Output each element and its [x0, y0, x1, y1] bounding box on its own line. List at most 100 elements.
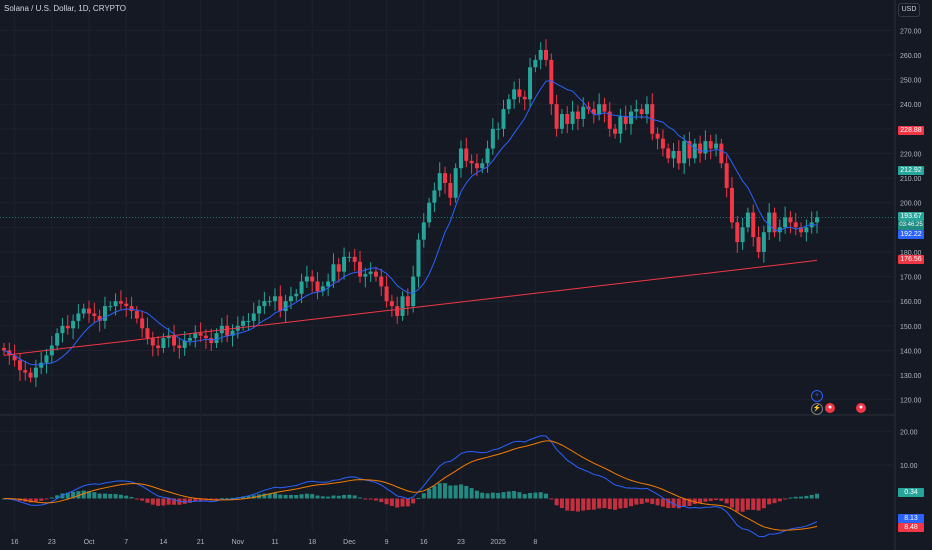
macd-hist-bar — [751, 498, 756, 510]
macd-hist-bar — [549, 498, 554, 500]
macd-hist-bar — [533, 492, 538, 499]
candle-body — [262, 301, 267, 307]
candle-body — [145, 328, 150, 339]
candle-body — [198, 333, 203, 336]
macd-hist-bar — [251, 495, 256, 499]
macd-hist-bar — [411, 498, 416, 504]
candle-body — [692, 143, 697, 159]
candle-body — [724, 163, 729, 188]
candle-body — [644, 104, 649, 115]
candle-body — [591, 109, 596, 115]
macd-hist-bar — [788, 497, 793, 499]
macd-hist-bar — [294, 495, 299, 499]
macd-hist-bar — [586, 498, 591, 510]
candle-body — [708, 141, 713, 149]
candle-body — [166, 335, 171, 339]
macd-hist-bar — [687, 498, 692, 506]
macd-hist-bar — [432, 485, 437, 499]
candle-body — [453, 168, 458, 198]
macd-hist-bar — [347, 494, 352, 499]
candle-body — [373, 271, 378, 277]
macd-hist-bar — [44, 498, 49, 500]
macd-hist-bar — [71, 491, 76, 499]
candle-body — [389, 301, 394, 307]
candle-body — [187, 338, 192, 341]
macd-hist-bar — [421, 493, 426, 499]
candle-body — [458, 148, 463, 169]
macd-hist-bar — [634, 498, 639, 505]
currency-button[interactable]: USD — [898, 3, 920, 17]
macd-hist-bar — [735, 498, 740, 512]
candle-body — [87, 308, 92, 314]
macd-hist-bar — [161, 498, 166, 506]
macd-hist-bar — [102, 493, 107, 499]
candle-body — [12, 355, 17, 361]
candle-body — [81, 308, 86, 314]
event-icon[interactable]: ● — [825, 403, 835, 413]
event-icon-2[interactable]: ● — [856, 403, 866, 413]
macd-hist-bar — [490, 492, 495, 499]
candle-body — [203, 335, 208, 339]
macd-hist-bar — [182, 498, 187, 504]
macd-hist-bar — [310, 494, 315, 499]
macd-hist-bar — [777, 498, 782, 502]
macd-hist-bar — [193, 498, 198, 502]
macd-hist-bar — [384, 498, 389, 505]
macd-hist-bar — [443, 483, 448, 499]
macd-hist-bar — [650, 498, 655, 505]
macd-hist-bar — [581, 498, 586, 511]
macd-hist-bar — [389, 498, 394, 506]
candle-body — [288, 296, 293, 302]
macd-hist-bar — [464, 485, 469, 499]
candle-body — [703, 141, 708, 154]
candle-body — [342, 256, 347, 272]
candle-body — [28, 372, 33, 378]
chart-title: Solana / U.S. Dollar, 1D, CRYPTO — [4, 4, 126, 13]
candle-body — [225, 325, 230, 336]
candle-body — [182, 340, 187, 348]
candle-body — [352, 256, 357, 262]
candle-body — [522, 96, 527, 100]
candle-body — [230, 330, 235, 336]
x-tick-label: 18 — [308, 539, 316, 546]
x-tick-label: 8 — [533, 539, 537, 546]
x-tick-label: 16 — [11, 539, 19, 546]
candle-body — [549, 59, 554, 105]
macd-hist-bar — [740, 498, 745, 512]
macd-hist-bar — [613, 498, 618, 510]
ma-fast-label: 192.22 — [898, 230, 924, 239]
candle-body — [257, 306, 262, 314]
candle-body — [33, 367, 38, 378]
macd-hist-bar — [278, 494, 283, 499]
macd-hist-bar — [554, 498, 559, 506]
macd-hist-bar — [76, 491, 81, 499]
macd-hist-bar — [607, 498, 612, 510]
candle-body — [102, 306, 107, 321]
candle-body — [304, 276, 309, 282]
candle-body — [767, 212, 772, 233]
candle-body — [629, 111, 634, 124]
lightning-icon[interactable]: ⚡ — [811, 403, 823, 415]
add-alert-icon[interactable]: + — [811, 390, 823, 402]
candle-body — [76, 313, 81, 321]
macd-hist-bar — [528, 492, 533, 499]
macd-hist-bar — [496, 492, 501, 499]
candle-body — [554, 104, 559, 129]
x-tick-label: Dec — [343, 539, 356, 546]
candle-body — [714, 143, 719, 149]
macd-hist-bar — [124, 495, 129, 499]
macd-hist-bar — [166, 498, 171, 505]
candle-body — [528, 67, 533, 100]
candle-body — [283, 301, 288, 312]
macd-hist-bar — [230, 497, 235, 499]
macd-hist-bar — [368, 498, 373, 500]
macd-hist-bar — [698, 498, 703, 504]
candle-body — [326, 281, 331, 287]
candle-body — [411, 276, 416, 307]
candle-body — [660, 138, 665, 149]
macd-hist-bar — [474, 490, 479, 499]
candle-body — [788, 217, 793, 223]
x-tick-label: 23 — [457, 539, 465, 546]
